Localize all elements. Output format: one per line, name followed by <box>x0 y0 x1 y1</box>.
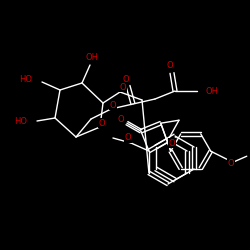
Text: O: O <box>99 118 105 128</box>
Text: O: O <box>120 82 126 92</box>
Text: OH: OH <box>205 86 218 96</box>
Text: HO: HO <box>14 116 27 126</box>
Text: OH: OH <box>86 54 98 62</box>
Text: O: O <box>169 138 175 147</box>
Text: O: O <box>228 159 234 168</box>
Text: O: O <box>167 62 173 70</box>
Text: HO: HO <box>19 76 32 84</box>
Text: O: O <box>125 134 131 142</box>
Text: O: O <box>110 100 116 110</box>
Text: O: O <box>123 74 129 84</box>
Text: O: O <box>118 115 124 124</box>
